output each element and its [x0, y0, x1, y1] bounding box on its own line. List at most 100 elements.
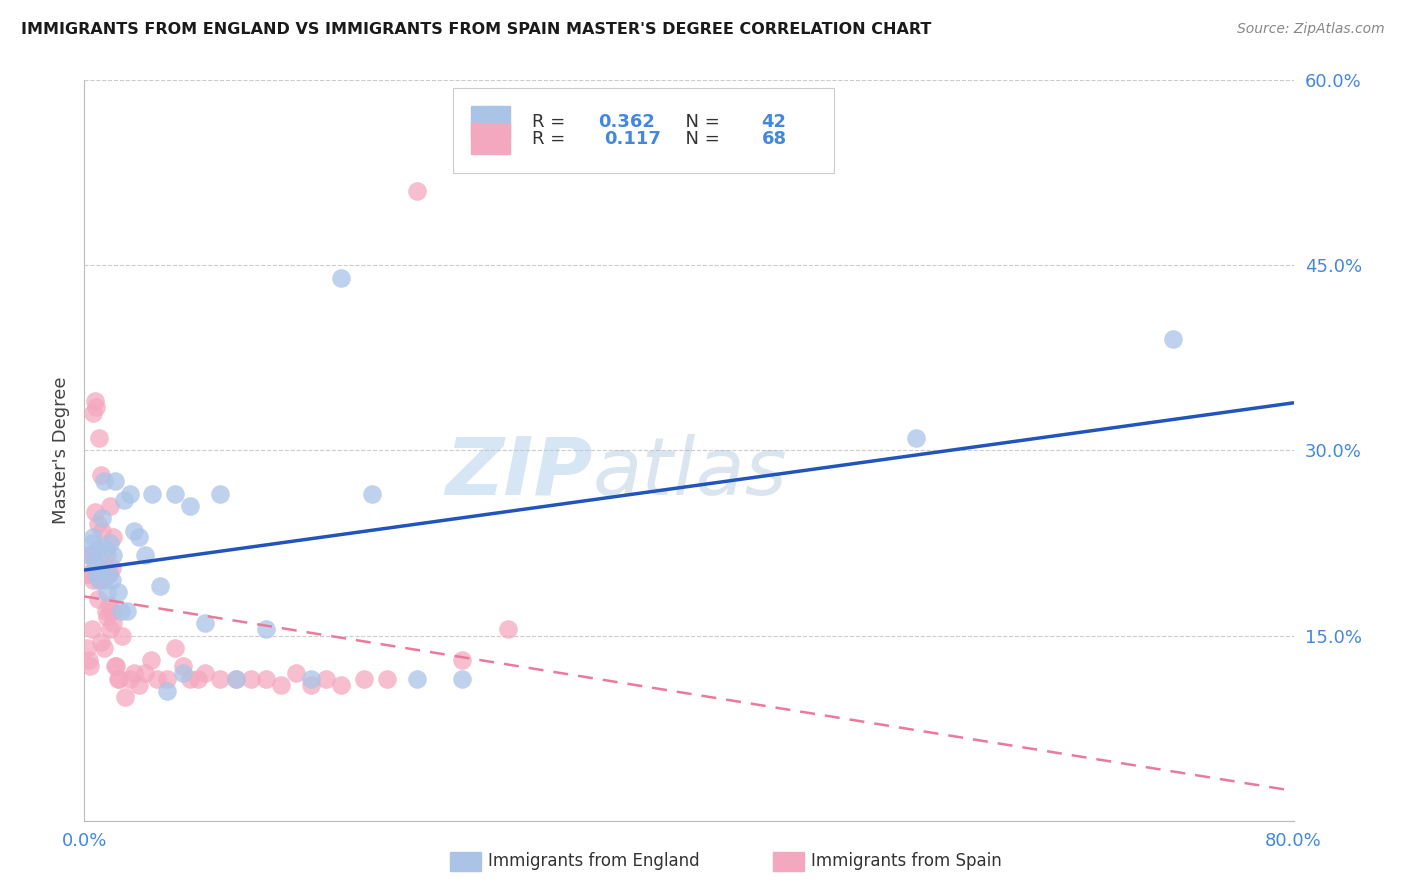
Point	[91, 524, 114, 538]
Point	[93, 640, 115, 655]
Point	[90, 634, 112, 648]
Point	[101, 616, 124, 631]
Point	[172, 665, 194, 680]
FancyBboxPatch shape	[453, 87, 834, 173]
Point	[84, 555, 107, 569]
Point	[100, 604, 122, 618]
Point	[75, 566, 97, 581]
Point	[451, 672, 474, 686]
Point	[146, 672, 169, 686]
Text: Immigrants from England: Immigrants from England	[488, 852, 700, 870]
Text: ZIP: ZIP	[444, 434, 592, 512]
Point	[115, 604, 138, 618]
Y-axis label: Master's Degree: Master's Degree	[52, 376, 70, 524]
Point	[134, 549, 156, 563]
Point	[128, 678, 150, 692]
Text: Immigrants from Spain: Immigrants from Spain	[811, 852, 1002, 870]
Point	[239, 672, 262, 686]
Point	[172, 659, 194, 673]
Point	[80, 536, 103, 550]
Point	[105, 659, 128, 673]
Point	[87, 517, 110, 532]
Text: Source: ZipAtlas.com: Source: ZipAtlas.com	[1237, 22, 1385, 37]
Point	[108, 672, 131, 686]
Point	[330, 678, 353, 692]
Point	[225, 672, 247, 686]
Point	[1161, 332, 1184, 346]
Point	[82, 573, 104, 587]
Point	[194, 616, 217, 631]
Point	[94, 604, 117, 618]
Text: 42: 42	[762, 112, 786, 131]
Point	[90, 468, 112, 483]
Point	[149, 579, 172, 593]
Point	[285, 665, 308, 680]
Point	[122, 524, 145, 538]
Point	[104, 659, 127, 673]
Point	[128, 530, 150, 544]
Point	[96, 549, 118, 563]
Point	[134, 665, 156, 680]
Text: N =: N =	[675, 129, 725, 148]
Point	[209, 672, 232, 686]
Point	[139, 653, 162, 667]
Point	[315, 672, 337, 686]
Point	[209, 486, 232, 500]
Point	[360, 486, 382, 500]
Point	[254, 623, 277, 637]
Point	[96, 610, 118, 624]
Point	[91, 511, 114, 525]
Point	[496, 623, 519, 637]
Point	[353, 672, 375, 686]
Point	[107, 672, 129, 686]
Point	[98, 499, 121, 513]
Text: IMMIGRANTS FROM ENGLAND VS IMMIGRANTS FROM SPAIN MASTER'S DEGREE CORRELATION CHA: IMMIGRANTS FROM ENGLAND VS IMMIGRANTS FR…	[21, 22, 931, 37]
Point	[104, 475, 127, 489]
Point	[87, 591, 110, 606]
Point	[194, 665, 217, 680]
Point	[97, 566, 120, 581]
Point	[451, 653, 474, 667]
Point	[79, 566, 101, 581]
FancyBboxPatch shape	[471, 106, 510, 137]
Point	[100, 573, 122, 587]
Point	[187, 672, 209, 686]
Point	[96, 585, 118, 599]
Text: atlas: atlas	[592, 434, 787, 512]
Point	[98, 623, 121, 637]
Point	[179, 499, 201, 513]
Point	[86, 401, 108, 415]
Point	[141, 486, 163, 500]
Point	[77, 549, 100, 563]
Point	[118, 672, 141, 686]
Point	[90, 560, 112, 574]
Point	[165, 640, 187, 655]
Point	[89, 431, 111, 445]
Point	[77, 653, 100, 667]
Point	[84, 505, 107, 519]
Point	[904, 431, 927, 445]
Point	[77, 549, 100, 563]
Point	[107, 585, 129, 599]
Point	[93, 475, 115, 489]
Text: 0.117: 0.117	[605, 129, 661, 148]
Point	[76, 640, 98, 655]
Point	[87, 542, 110, 557]
Text: 0.362: 0.362	[599, 112, 655, 131]
Text: R =: R =	[531, 129, 576, 148]
Point	[86, 566, 108, 581]
Point	[375, 672, 398, 686]
Point	[179, 672, 201, 686]
Point	[89, 573, 111, 587]
Point	[101, 530, 124, 544]
Text: 68: 68	[762, 129, 786, 148]
Point	[118, 486, 141, 500]
Point	[114, 690, 136, 705]
Point	[110, 604, 132, 618]
Point	[91, 566, 114, 581]
Point	[93, 573, 115, 587]
Point	[82, 530, 104, 544]
Point	[299, 672, 322, 686]
Point	[84, 394, 107, 409]
Point	[89, 573, 111, 587]
